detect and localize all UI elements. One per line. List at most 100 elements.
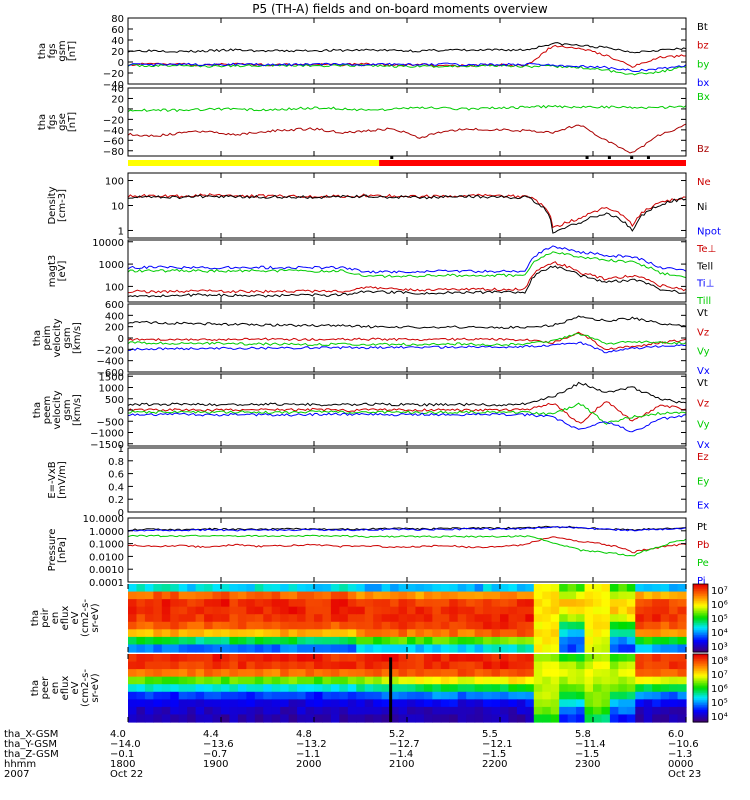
heatmap-cell xyxy=(356,669,366,678)
legend-entry: bz xyxy=(697,41,709,52)
heatmap-cell xyxy=(584,706,594,716)
heatmap-cell xyxy=(229,636,239,646)
heatmap-cell xyxy=(263,654,273,663)
ytick-label: 20 xyxy=(111,47,124,58)
heatmap-cell xyxy=(593,699,603,708)
heatmap-cell xyxy=(136,676,146,685)
colorbar-tick-label: 10³ xyxy=(711,642,728,653)
ylabel-line: gse xyxy=(57,113,68,131)
heatmap-cell xyxy=(314,706,324,716)
heatmap-cell xyxy=(483,584,493,593)
heatmap-cell xyxy=(161,599,171,608)
colorbar-segment xyxy=(693,585,708,588)
heatmap-cell xyxy=(373,636,383,646)
ytick-label: −1500 xyxy=(90,440,124,451)
heatmap-cell xyxy=(390,644,400,653)
heatmap-cell xyxy=(204,714,214,723)
status-marker xyxy=(646,156,650,159)
heatmap-cell xyxy=(550,714,560,723)
heatmap-cell xyxy=(280,676,290,685)
heatmap-cell xyxy=(170,714,180,723)
status-segment xyxy=(379,160,686,166)
heatmap-cell xyxy=(525,706,535,716)
heatmap-cell xyxy=(398,614,408,623)
heatmap-cell xyxy=(423,606,433,615)
ylabel-line: gsm xyxy=(62,327,73,348)
colorbar-segment xyxy=(693,679,708,682)
heatmap-cell xyxy=(280,636,290,646)
heatmap-cell xyxy=(128,629,138,638)
heatmap-cell xyxy=(330,714,340,723)
heatmap-cell xyxy=(559,654,569,663)
heatmap-cell xyxy=(178,684,188,693)
heatmap-cell xyxy=(398,644,408,653)
heatmap-cell xyxy=(322,691,332,700)
heatmap-cell xyxy=(516,676,526,685)
ylabel-line: [nT] xyxy=(67,41,78,61)
colorbar-segment xyxy=(693,681,708,684)
heatmap-cell xyxy=(483,591,493,600)
heatmap-cell xyxy=(423,591,433,600)
heatmap-cell xyxy=(432,706,442,716)
ylabel-line: [km/s] xyxy=(72,394,83,426)
heatmap-cell xyxy=(381,676,391,685)
heatmap-cell xyxy=(550,684,560,693)
heatmap-cell xyxy=(288,691,298,700)
heatmap-cell xyxy=(609,676,619,685)
colorbar-segment xyxy=(693,698,708,701)
colorbar-segment xyxy=(693,706,708,709)
series-line xyxy=(127,315,687,330)
heatmap-cell xyxy=(347,629,357,638)
xaxis-row-value: −11.4 xyxy=(575,739,606,750)
heatmap-cell xyxy=(330,691,340,700)
heatmap-cell xyxy=(170,699,180,708)
heatmap-cell xyxy=(221,606,231,615)
heatmap-cell xyxy=(280,684,290,693)
xaxis-row-label: 2007 xyxy=(4,769,29,780)
heatmap-cell xyxy=(457,714,467,723)
heatmap-cell xyxy=(187,614,197,623)
heatmap-cell xyxy=(178,691,188,700)
heatmap-cell xyxy=(643,676,653,685)
heatmap-cell xyxy=(339,591,349,600)
heatmap-cell xyxy=(483,669,493,678)
heatmap-cell xyxy=(144,629,154,638)
heatmap-cell xyxy=(500,684,510,693)
xaxis-row-value: 1800 xyxy=(110,759,135,770)
heatmap-cell xyxy=(263,599,273,608)
heatmap-cell xyxy=(347,644,357,653)
series-line xyxy=(127,194,687,234)
heatmap-cell xyxy=(500,654,510,663)
heatmap-cell xyxy=(381,621,391,630)
series-line xyxy=(128,402,687,425)
heatmap-cell xyxy=(660,654,670,663)
colorbar-tick-label: 10⁷ xyxy=(711,670,728,681)
heatmap-cell xyxy=(449,606,459,615)
heatmap-cell xyxy=(330,584,340,593)
heatmap-cell xyxy=(170,661,180,670)
heatmap-cell xyxy=(339,629,349,638)
heatmap-cell xyxy=(516,706,526,716)
heatmap-cell xyxy=(398,691,408,700)
heatmap-cell xyxy=(339,654,349,663)
xaxis-row-value: −0.1 xyxy=(110,749,134,760)
heatmap-cell xyxy=(229,699,239,708)
heatmap-cell xyxy=(381,661,391,670)
heatmap-cell xyxy=(609,669,619,678)
heatmap-cell xyxy=(584,599,594,608)
heatmap-cell xyxy=(483,606,493,615)
heatmap-cell xyxy=(178,661,188,670)
panel-8: tha peir en eflux eV (cm2-s-sr-eV) 10⁷ 10⁶ 10⁵ 10… xyxy=(30,583,728,653)
heatmap-cell xyxy=(356,699,366,708)
heatmap-cell xyxy=(128,621,138,630)
heatmap-cell xyxy=(381,614,391,623)
heatmap-cell xyxy=(457,661,467,670)
heatmap-cell xyxy=(542,684,552,693)
heatmap-cell xyxy=(288,614,298,623)
heatmap-cell xyxy=(635,614,645,623)
heatmap-cell xyxy=(525,636,535,646)
heatmap-cell xyxy=(128,591,138,600)
colorbar-segment xyxy=(693,584,708,587)
heatmap-cell xyxy=(314,669,324,678)
heatmap-cell xyxy=(254,614,264,623)
